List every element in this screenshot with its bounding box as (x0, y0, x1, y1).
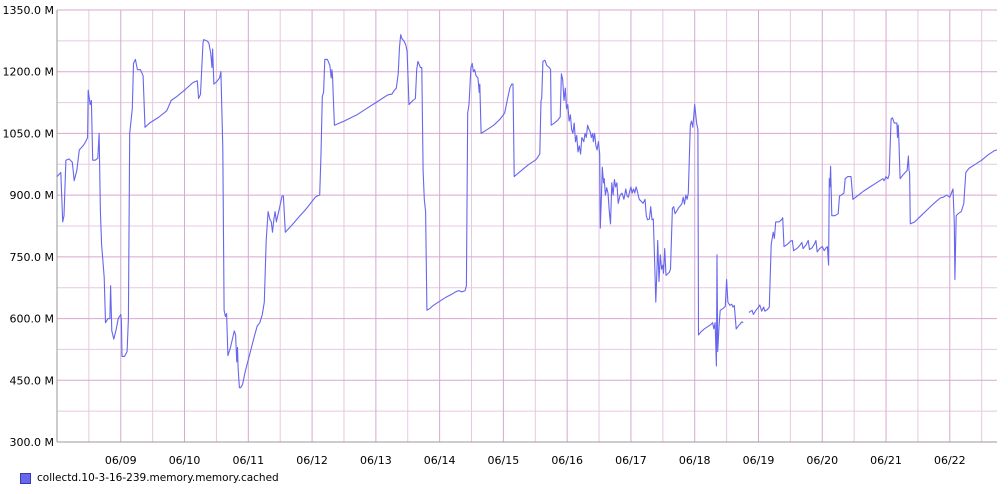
x-tick-label: 06/12 (296, 454, 328, 467)
y-tick-label: 900.0 M (10, 189, 54, 202)
x-tick-label: 06/14 (424, 454, 456, 467)
series-line (56, 34, 744, 389)
y-tick-label: 750.0 M (10, 251, 54, 264)
legend: collectd.10-3-16-239.memory.memory.cache… (20, 472, 279, 484)
x-tick-label: 06/16 (551, 454, 583, 467)
y-tick-label: 1050.0 M (3, 127, 54, 140)
x-tick-label: 06/18 (679, 454, 711, 467)
x-tick-label: 06/21 (870, 454, 902, 467)
y-axis-tick-labels: 300.0 M 450.0 M 600.0 M 750.0 M 900.0 M 1050.… (3, 4, 54, 449)
series-line (748, 117, 998, 316)
x-tick-label: 06/22 (934, 454, 966, 467)
y-tick-label: 1200.0 M (3, 66, 54, 79)
x-tick-label: 06/09 (105, 454, 137, 467)
x-tick-label: 06/13 (360, 454, 392, 467)
y-tick-label: 600.0 M (10, 313, 54, 326)
y-tick-label: 300.0 M (10, 436, 54, 449)
x-tick-label: 06/17 (615, 454, 647, 467)
x-tick-label: 06/15 (488, 454, 520, 467)
y-tick-label: 1350.0 M (3, 4, 54, 17)
chart-axes (56, 10, 997, 443)
x-tick-label: 06/20 (806, 454, 838, 467)
legend-label: collectd.10-3-16-239.memory.memory.cache… (37, 472, 279, 484)
x-tick-label: 06/19 (743, 454, 775, 467)
x-axis-tick-labels: 06/09 06/10 06/11 06/12 06/13 06/14 06/15 06/16… (105, 454, 966, 467)
minor-grid (57, 10, 997, 442)
series-lines (56, 34, 998, 389)
x-tick-label: 06/10 (169, 454, 201, 467)
y-tick-label: 450.0 M (10, 374, 54, 387)
legend-swatch (20, 472, 31, 484)
x-tick-label: 06/11 (232, 454, 264, 467)
